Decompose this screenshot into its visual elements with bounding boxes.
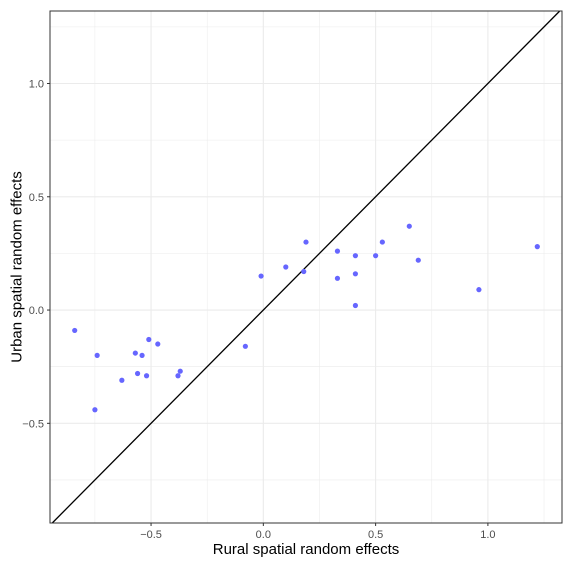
- data-point: [415, 257, 421, 263]
- x-axis-title: Rural spatial random effects: [213, 541, 399, 558]
- x-tick-label: 1.0: [480, 529, 495, 541]
- data-point: [283, 264, 289, 270]
- data-point: [303, 239, 309, 245]
- x-tick-label: 0.0: [256, 529, 271, 541]
- data-points: [72, 223, 540, 413]
- data-point: [177, 368, 183, 374]
- identity-line: [51, 10, 561, 524]
- data-point: [72, 327, 78, 334]
- data-point: [258, 273, 264, 279]
- x-tick-label: −0.5: [140, 529, 162, 541]
- data-point: [406, 223, 412, 229]
- data-point: [146, 336, 152, 343]
- data-point: [139, 352, 145, 358]
- data-point: [132, 350, 138, 356]
- data-point: [379, 239, 385, 245]
- data-point: [352, 253, 359, 259]
- data-point: [476, 287, 482, 293]
- data-point: [119, 377, 125, 383]
- y-axis-ticks: −0.5 0.0 0.5 1.0: [22, 78, 50, 430]
- reference-line-layer: [51, 10, 561, 524]
- x-axis-ticks: −0.5 0.0 0.5 1.0: [140, 523, 496, 541]
- data-point: [143, 373, 150, 379]
- minor-gridlines: [50, 11, 562, 523]
- data-point: [352, 271, 359, 277]
- data-point: [242, 343, 248, 349]
- x-tick-label: 0.5: [368, 529, 383, 541]
- data-point: [334, 275, 341, 281]
- data-point: [155, 341, 161, 347]
- data-point: [301, 268, 307, 275]
- panel-border: [49, 10, 563, 524]
- y-tick-label: 0.0: [29, 305, 44, 317]
- major-gridlines: [50, 11, 562, 523]
- y-tick-label: 0.5: [29, 192, 44, 204]
- data-point: [92, 407, 98, 413]
- y-tick-label: −0.5: [22, 418, 44, 430]
- data-point: [352, 302, 359, 309]
- data-point: [94, 352, 100, 358]
- y-tick-label: 1.0: [29, 78, 44, 90]
- data-point: [334, 248, 341, 254]
- y-axis-title: Urban spatial random effects: [8, 171, 25, 363]
- data-point: [175, 373, 181, 379]
- data-point: [134, 370, 141, 377]
- data-point: [534, 244, 540, 250]
- data-point: [373, 253, 379, 259]
